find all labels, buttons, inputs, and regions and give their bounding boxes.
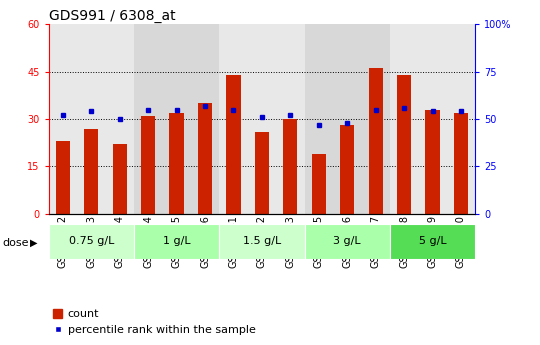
Bar bbox=[226, 75, 240, 214]
Bar bbox=[305, 24, 390, 214]
Bar bbox=[255, 132, 269, 214]
Bar bbox=[134, 24, 219, 214]
Bar bbox=[368, 68, 383, 214]
Text: 5 g/L: 5 g/L bbox=[418, 237, 447, 246]
Text: ▶: ▶ bbox=[30, 238, 37, 248]
Bar bbox=[84, 128, 98, 214]
Bar bbox=[340, 125, 354, 214]
Bar bbox=[397, 75, 411, 214]
Legend: count, percentile rank within the sample: count, percentile rank within the sample bbox=[49, 305, 260, 339]
Text: 1.5 g/L: 1.5 g/L bbox=[243, 237, 281, 246]
Bar bbox=[56, 141, 70, 214]
Text: 3 g/L: 3 g/L bbox=[333, 237, 361, 246]
Bar bbox=[141, 116, 156, 214]
Bar bbox=[312, 154, 326, 214]
Text: GDS991 / 6308_at: GDS991 / 6308_at bbox=[49, 9, 175, 23]
Text: dose: dose bbox=[3, 238, 29, 248]
Bar bbox=[390, 224, 475, 259]
Bar bbox=[170, 113, 184, 214]
Bar bbox=[219, 24, 305, 214]
Bar bbox=[219, 224, 305, 259]
Bar bbox=[283, 119, 298, 214]
Bar bbox=[49, 24, 134, 214]
Bar bbox=[390, 24, 475, 214]
Bar bbox=[426, 110, 440, 214]
Text: 0.75 g/L: 0.75 g/L bbox=[69, 237, 114, 246]
Bar bbox=[49, 224, 134, 259]
Bar bbox=[198, 103, 212, 214]
Bar bbox=[134, 224, 219, 259]
Bar bbox=[454, 113, 468, 214]
Text: 1 g/L: 1 g/L bbox=[163, 237, 191, 246]
Bar bbox=[305, 224, 390, 259]
Bar bbox=[113, 144, 127, 214]
